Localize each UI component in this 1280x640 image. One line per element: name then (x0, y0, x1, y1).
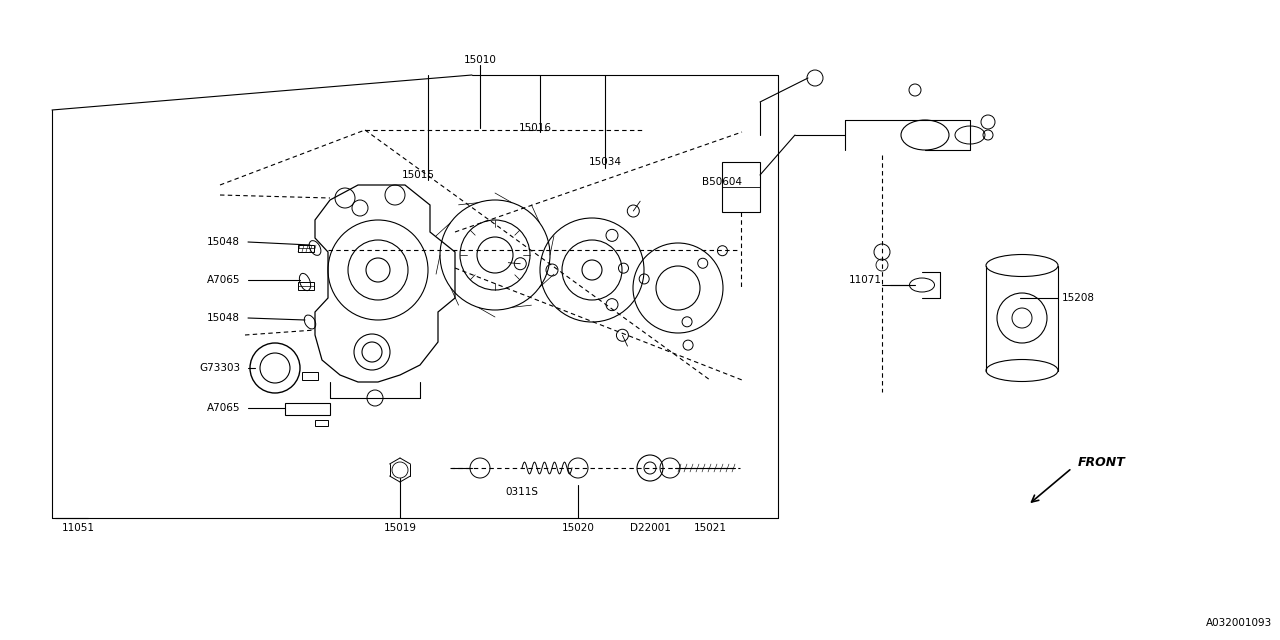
Text: 0311S: 0311S (506, 487, 539, 497)
Text: FRONT: FRONT (1078, 456, 1125, 468)
Text: 11051: 11051 (61, 523, 95, 533)
Text: A032001093: A032001093 (1206, 618, 1272, 628)
Text: D22001: D22001 (630, 523, 671, 533)
Text: 15010: 15010 (463, 55, 497, 65)
Bar (722, 162, 760, 212)
Text: 11071: 11071 (849, 275, 882, 285)
Text: B50604: B50604 (701, 177, 742, 187)
Text: 15019: 15019 (384, 523, 416, 533)
Text: A7065: A7065 (206, 403, 241, 413)
Text: A7065: A7065 (206, 275, 241, 285)
Bar (285, 403, 330, 415)
Text: G73303: G73303 (198, 363, 241, 373)
Text: 15048: 15048 (207, 237, 241, 247)
Text: 15048: 15048 (207, 313, 241, 323)
Text: 15020: 15020 (562, 523, 594, 533)
Text: 15034: 15034 (589, 157, 622, 167)
Text: 15016: 15016 (518, 123, 552, 133)
Text: 15015: 15015 (402, 170, 434, 180)
Text: 15208: 15208 (1062, 293, 1094, 303)
Text: 15021: 15021 (694, 523, 727, 533)
